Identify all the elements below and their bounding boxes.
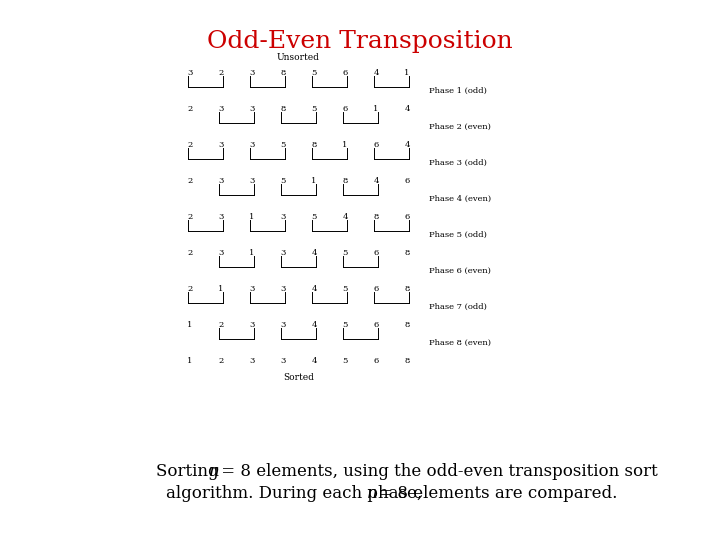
Text: 8: 8 — [405, 321, 410, 329]
Text: 3: 3 — [249, 321, 255, 329]
Text: Phase 2 (even): Phase 2 (even) — [429, 123, 491, 131]
Text: 8: 8 — [405, 249, 410, 257]
Text: n: n — [366, 485, 377, 503]
Text: 8: 8 — [280, 69, 286, 77]
Text: 5: 5 — [280, 141, 286, 149]
Text: 6: 6 — [374, 357, 379, 365]
Text: 6: 6 — [374, 321, 379, 329]
Text: Sorting: Sorting — [156, 463, 223, 481]
Text: 3: 3 — [280, 285, 286, 293]
Text: 3: 3 — [249, 69, 255, 77]
Text: 3: 3 — [249, 357, 255, 365]
Text: 5: 5 — [311, 69, 317, 77]
Text: Sorted: Sorted — [283, 373, 314, 382]
Text: 2: 2 — [218, 357, 224, 365]
Text: 3: 3 — [218, 177, 224, 185]
Text: 8: 8 — [405, 285, 410, 293]
Text: 2: 2 — [218, 321, 224, 329]
Text: 5: 5 — [311, 105, 317, 113]
Text: Phase 5 (odd): Phase 5 (odd) — [429, 231, 487, 239]
Text: 3: 3 — [218, 105, 224, 113]
Text: 2: 2 — [187, 249, 193, 257]
Text: 6: 6 — [343, 69, 348, 77]
Text: 1: 1 — [373, 105, 379, 113]
Text: 4: 4 — [373, 177, 379, 185]
Text: 6: 6 — [374, 141, 379, 149]
Text: 2: 2 — [187, 285, 193, 293]
Text: 3: 3 — [218, 249, 224, 257]
Text: 1: 1 — [249, 249, 255, 257]
Text: 3: 3 — [218, 213, 224, 221]
Text: 4: 4 — [311, 285, 317, 293]
Text: 6: 6 — [405, 213, 410, 221]
Text: 5: 5 — [342, 285, 348, 293]
Text: 3: 3 — [218, 141, 224, 149]
Text: 2: 2 — [187, 105, 193, 113]
Text: 6: 6 — [405, 177, 410, 185]
Text: 5: 5 — [280, 177, 286, 185]
Text: 3: 3 — [280, 213, 286, 221]
Text: Phase 3 (odd): Phase 3 (odd) — [429, 159, 487, 167]
Text: Phase 4 (even): Phase 4 (even) — [429, 195, 491, 203]
Text: 1: 1 — [187, 321, 193, 329]
Text: n: n — [210, 463, 220, 481]
Text: 4: 4 — [404, 105, 410, 113]
Text: 1: 1 — [218, 285, 224, 293]
Text: 1: 1 — [342, 141, 348, 149]
Text: 2: 2 — [187, 213, 193, 221]
Text: 1: 1 — [249, 213, 255, 221]
Text: 2: 2 — [218, 69, 224, 77]
Text: 8: 8 — [405, 357, 410, 365]
Text: 1: 1 — [405, 69, 410, 77]
Text: 2: 2 — [187, 141, 193, 149]
Text: 6: 6 — [374, 249, 379, 257]
Text: Phase 1 (odd): Phase 1 (odd) — [429, 87, 487, 95]
Text: 3: 3 — [249, 177, 255, 185]
Text: 4: 4 — [342, 213, 348, 221]
Text: 4: 4 — [373, 69, 379, 77]
Text: Unsorted: Unsorted — [277, 53, 320, 62]
Text: 3: 3 — [280, 321, 286, 329]
Text: Phase 7 (odd): Phase 7 (odd) — [429, 303, 487, 311]
Text: 3: 3 — [249, 141, 255, 149]
Text: Phase 6 (even): Phase 6 (even) — [429, 267, 491, 275]
Text: 6: 6 — [374, 285, 379, 293]
Text: 5: 5 — [342, 249, 348, 257]
Text: 2: 2 — [187, 177, 193, 185]
Text: 8: 8 — [280, 105, 286, 113]
Text: 4: 4 — [311, 249, 317, 257]
Text: algorithm. During each phase,: algorithm. During each phase, — [166, 485, 427, 503]
Text: 4: 4 — [404, 141, 410, 149]
Text: 3: 3 — [249, 285, 255, 293]
Text: 3: 3 — [249, 105, 255, 113]
Text: 4: 4 — [311, 321, 317, 329]
Text: 6: 6 — [343, 105, 348, 113]
Text: 1: 1 — [311, 177, 317, 185]
Text: Odd-Even Transposition: Odd-Even Transposition — [207, 30, 513, 53]
Text: 8: 8 — [373, 213, 379, 221]
Text: 5: 5 — [311, 213, 317, 221]
Text: 8: 8 — [342, 177, 348, 185]
Text: = 8 elements, using the odd-even transposition sort: = 8 elements, using the odd-even transpo… — [216, 463, 657, 481]
Text: 4: 4 — [311, 357, 317, 365]
Text: 3: 3 — [280, 357, 286, 365]
Text: Phase 8 (even): Phase 8 (even) — [429, 339, 491, 347]
Text: 5: 5 — [342, 321, 348, 329]
Text: 3: 3 — [280, 249, 286, 257]
Text: 8: 8 — [311, 141, 317, 149]
Text: 3: 3 — [187, 69, 193, 77]
Text: 5: 5 — [342, 357, 348, 365]
Text: 1: 1 — [187, 357, 193, 365]
Text: = 8 elements are compared.: = 8 elements are compared. — [374, 485, 618, 503]
